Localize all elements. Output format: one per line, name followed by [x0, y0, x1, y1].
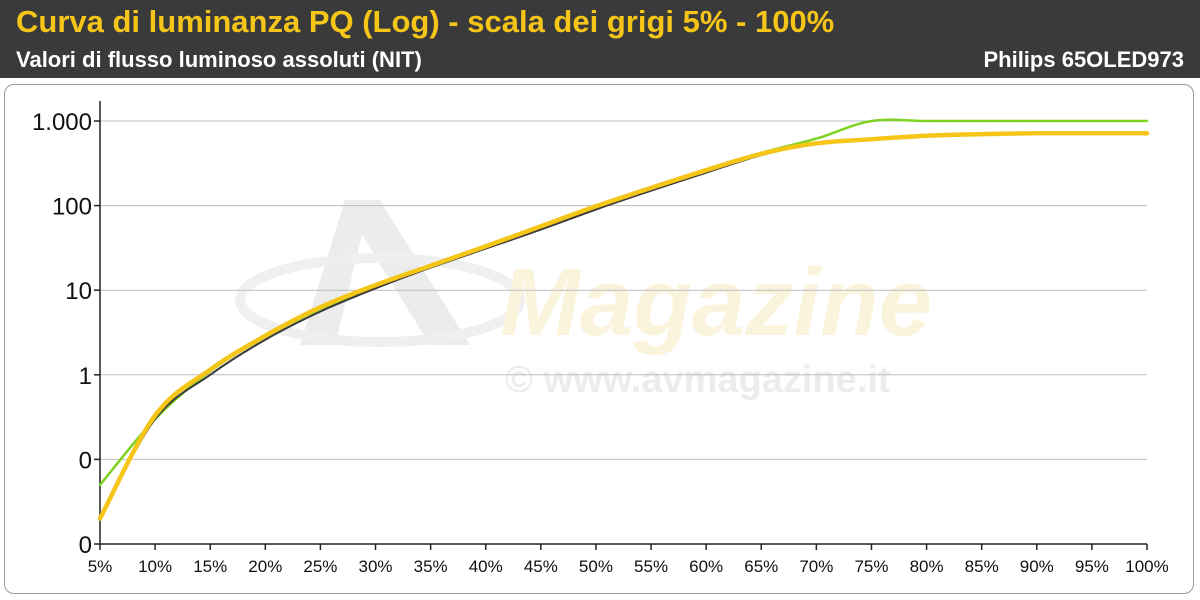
- x-tick-label: 5%: [88, 557, 113, 576]
- x-tick-label: 30%: [359, 557, 393, 576]
- x-tick-label: 45%: [524, 557, 558, 576]
- grid-lines: [100, 120, 1147, 460]
- y-tick-label: 0: [79, 532, 92, 559]
- watermark: Magazine © www.avmagazine.it: [235, 200, 932, 401]
- y-tick-label: 10: [65, 278, 92, 305]
- plot-area-border: [4, 84, 1194, 594]
- y-tick-label: 100: [52, 194, 92, 221]
- x-tick-label: 70%: [799, 557, 833, 576]
- y-tick-label: 1.000: [32, 109, 92, 136]
- watermark-swoosh-icon: [235, 253, 525, 347]
- x-tick-label: 75%: [854, 557, 888, 576]
- axes: [94, 101, 1148, 550]
- chart-header: Curva di luminanza PQ (Log) - scala dei …: [0, 0, 1200, 78]
- x-tick-label: 25%: [303, 557, 337, 576]
- x-tick-label: 100%: [1125, 557, 1168, 576]
- tv-model-label: Philips 65OLED973: [983, 47, 1184, 72]
- x-tick-label: 90%: [1020, 557, 1054, 576]
- x-tick-label: 20%: [248, 557, 282, 576]
- x-tick-label: 65%: [744, 557, 778, 576]
- x-tick-label: 95%: [1075, 557, 1109, 576]
- series-lines: [97, 118, 1150, 521]
- series-line-3: [97, 131, 1150, 521]
- y-tick-labels: 0 0 1 10 100 1.000: [32, 109, 92, 559]
- x-tick-label: 55%: [634, 557, 668, 576]
- x-tick-label: 35%: [414, 557, 448, 576]
- watermark-brand: Magazine: [500, 249, 932, 356]
- watermark-url: © www.avmagazine.it: [505, 359, 891, 401]
- x-tick-label: 60%: [689, 557, 723, 576]
- watermark-logo-icon: [300, 200, 470, 345]
- x-tick-labels: 5% 10% 15% 20% 25% 30% 35% 40% 45% 50% 55% 60% 65% 70…: [88, 557, 1169, 576]
- x-tick-label: 80%: [910, 557, 944, 576]
- x-tick-label: 40%: [469, 557, 503, 576]
- y-tick-label: 1: [79, 363, 92, 390]
- y-tick-label: 0: [79, 447, 92, 474]
- x-tick-label: 10%: [138, 557, 172, 576]
- chart-subtitle: Valori di flusso luminoso assoluti (NIT): [16, 47, 422, 72]
- chart-title: Curva di luminanza PQ (Log) - scala dei …: [16, 4, 835, 39]
- x-tick-label: 15%: [193, 557, 227, 576]
- x-tick-label: 50%: [579, 557, 613, 576]
- x-tick-label: 85%: [965, 557, 999, 576]
